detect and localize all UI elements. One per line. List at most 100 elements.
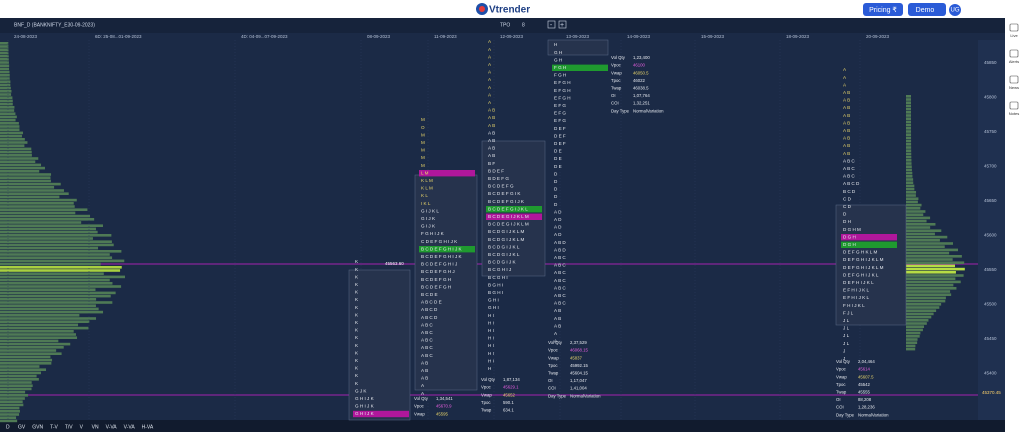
tpo-row: F G H [554, 73, 566, 78]
tpo-row: A B [843, 120, 850, 125]
sidebar-label[interactable]: Live [1010, 33, 1018, 38]
tpo-row: H I [488, 336, 494, 341]
tpo-row: B C D E G I J K L M [488, 222, 529, 227]
sidebar-icon[interactable] [1009, 23, 1019, 32]
volume-bar [0, 170, 40, 173]
tpo-row: A B [421, 376, 428, 381]
sidebar-icon[interactable] [1009, 49, 1019, 58]
view-button[interactable]: V-VA [106, 424, 118, 430]
tpo-row: A B [843, 90, 850, 95]
tpo-row: B C D E F G I K [488, 191, 521, 196]
volume-bar [0, 122, 19, 125]
zoom-in[interactable] [558, 20, 567, 29]
tpo-row: A B C [421, 338, 433, 343]
stat-label: Day Type [548, 393, 567, 398]
tpo-row: A [488, 70, 492, 75]
tpo-row: B C D E F G H I J K [421, 246, 463, 251]
tpo-row: H I [488, 328, 494, 333]
value-area [348, 269, 411, 421]
volume-bar [0, 381, 32, 384]
view-button[interactable]: V [80, 424, 84, 430]
view-button[interactable]: D [6, 424, 10, 430]
date-label: 12-09-2023 [500, 34, 524, 39]
view-button[interactable]: H-VA [142, 424, 154, 430]
volume-bar [0, 221, 82, 224]
tpo-row: D [554, 171, 558, 176]
view-button[interactable]: GVN [32, 424, 43, 430]
tpo-row: E F G [554, 111, 566, 116]
demo-button[interactable]: Demo [916, 7, 935, 14]
date-label: 24-08-2023 [14, 34, 38, 39]
svg-text:-: - [550, 22, 553, 29]
stat-label: COI [611, 101, 619, 106]
view-button[interactable]: T/V [65, 424, 73, 430]
volume-bar [0, 246, 99, 250]
tpo-row: A B D [554, 247, 566, 252]
volume-bar [0, 147, 32, 151]
tpo-row: K [355, 335, 359, 340]
user-avatar[interactable]: UG [951, 8, 960, 14]
volume-bar [906, 187, 915, 191]
volume-bar [906, 133, 912, 136]
volume-bar [0, 288, 96, 291]
tpo-row: G H I J K [355, 404, 375, 409]
tpo-row: A B [488, 115, 495, 120]
volume-bar [906, 162, 912, 165]
stat-label: Vol Qty [836, 359, 851, 364]
volume-bar [906, 136, 912, 140]
view-button[interactable]: V-VA [124, 424, 136, 430]
view-button[interactable]: T-V [50, 424, 58, 430]
volume-bar [0, 227, 96, 231]
volume-bar [0, 282, 113, 285]
tpo-row: D E F [554, 133, 566, 138]
tpo-row: A B C [554, 301, 566, 306]
sidebar-icon[interactable] [1009, 75, 1019, 84]
view-button[interactable]: GV [18, 424, 26, 430]
volume-bar [906, 149, 912, 152]
tpo-row: D E [554, 164, 562, 169]
stat-label: Tpoc [611, 78, 621, 83]
vpoc-highlight [841, 241, 897, 248]
tpo-row: J [843, 356, 845, 361]
tpo-row: D [554, 194, 558, 199]
tpo-row: G I J K L [421, 208, 439, 213]
volume-bar [906, 344, 916, 348]
stat-value: 1,41,004 [570, 386, 587, 391]
volume-bar [0, 195, 60, 199]
zoom-out[interactable] [547, 20, 556, 29]
volume-bar [906, 223, 936, 226]
stat-value: 45555 [858, 390, 871, 395]
volume-bar [906, 245, 945, 248]
stat-value: 45542 [858, 382, 871, 387]
poc-highlight [841, 234, 897, 241]
volume-bar [0, 176, 51, 179]
tpo-row: A [488, 77, 492, 82]
stat-label: Vol Qty [548, 340, 563, 345]
tpo-row: D E F G H I J K L [843, 272, 879, 277]
stat-value: 46068.15 [570, 348, 589, 353]
volume-bar [0, 102, 13, 106]
volume-bar [906, 114, 912, 117]
tpo-row: A D [554, 209, 562, 214]
volume-bar [0, 154, 32, 157]
tpo-row: L M [421, 170, 429, 175]
stat-label: Vpoc [548, 348, 559, 353]
view-button[interactable]: VN [92, 424, 99, 430]
sidebar-icon[interactable] [1009, 101, 1019, 110]
sidebar-label[interactable]: News [1009, 85, 1019, 90]
tpo-row: C D [843, 204, 852, 209]
pricing-button[interactable]: Pricing ₹ [869, 6, 897, 14]
sidebar-label[interactable]: Notes [1009, 111, 1019, 116]
sidebar-label[interactable]: Alerts [1009, 59, 1019, 64]
volume-bar [0, 128, 20, 131]
stat-label: Vwap [611, 70, 622, 75]
volume-bar [906, 341, 918, 344]
tpo-row: I K L [421, 201, 431, 206]
volume-bar [906, 111, 912, 114]
volume-bar [906, 107, 912, 111]
date-label: 6D: 25-08...01-09-2023 [95, 34, 142, 39]
tpo-row: B F [488, 161, 495, 166]
tpo-row: K [355, 312, 359, 317]
volume-bar [0, 243, 114, 247]
tpo-size[interactable]: 8 [522, 22, 525, 28]
